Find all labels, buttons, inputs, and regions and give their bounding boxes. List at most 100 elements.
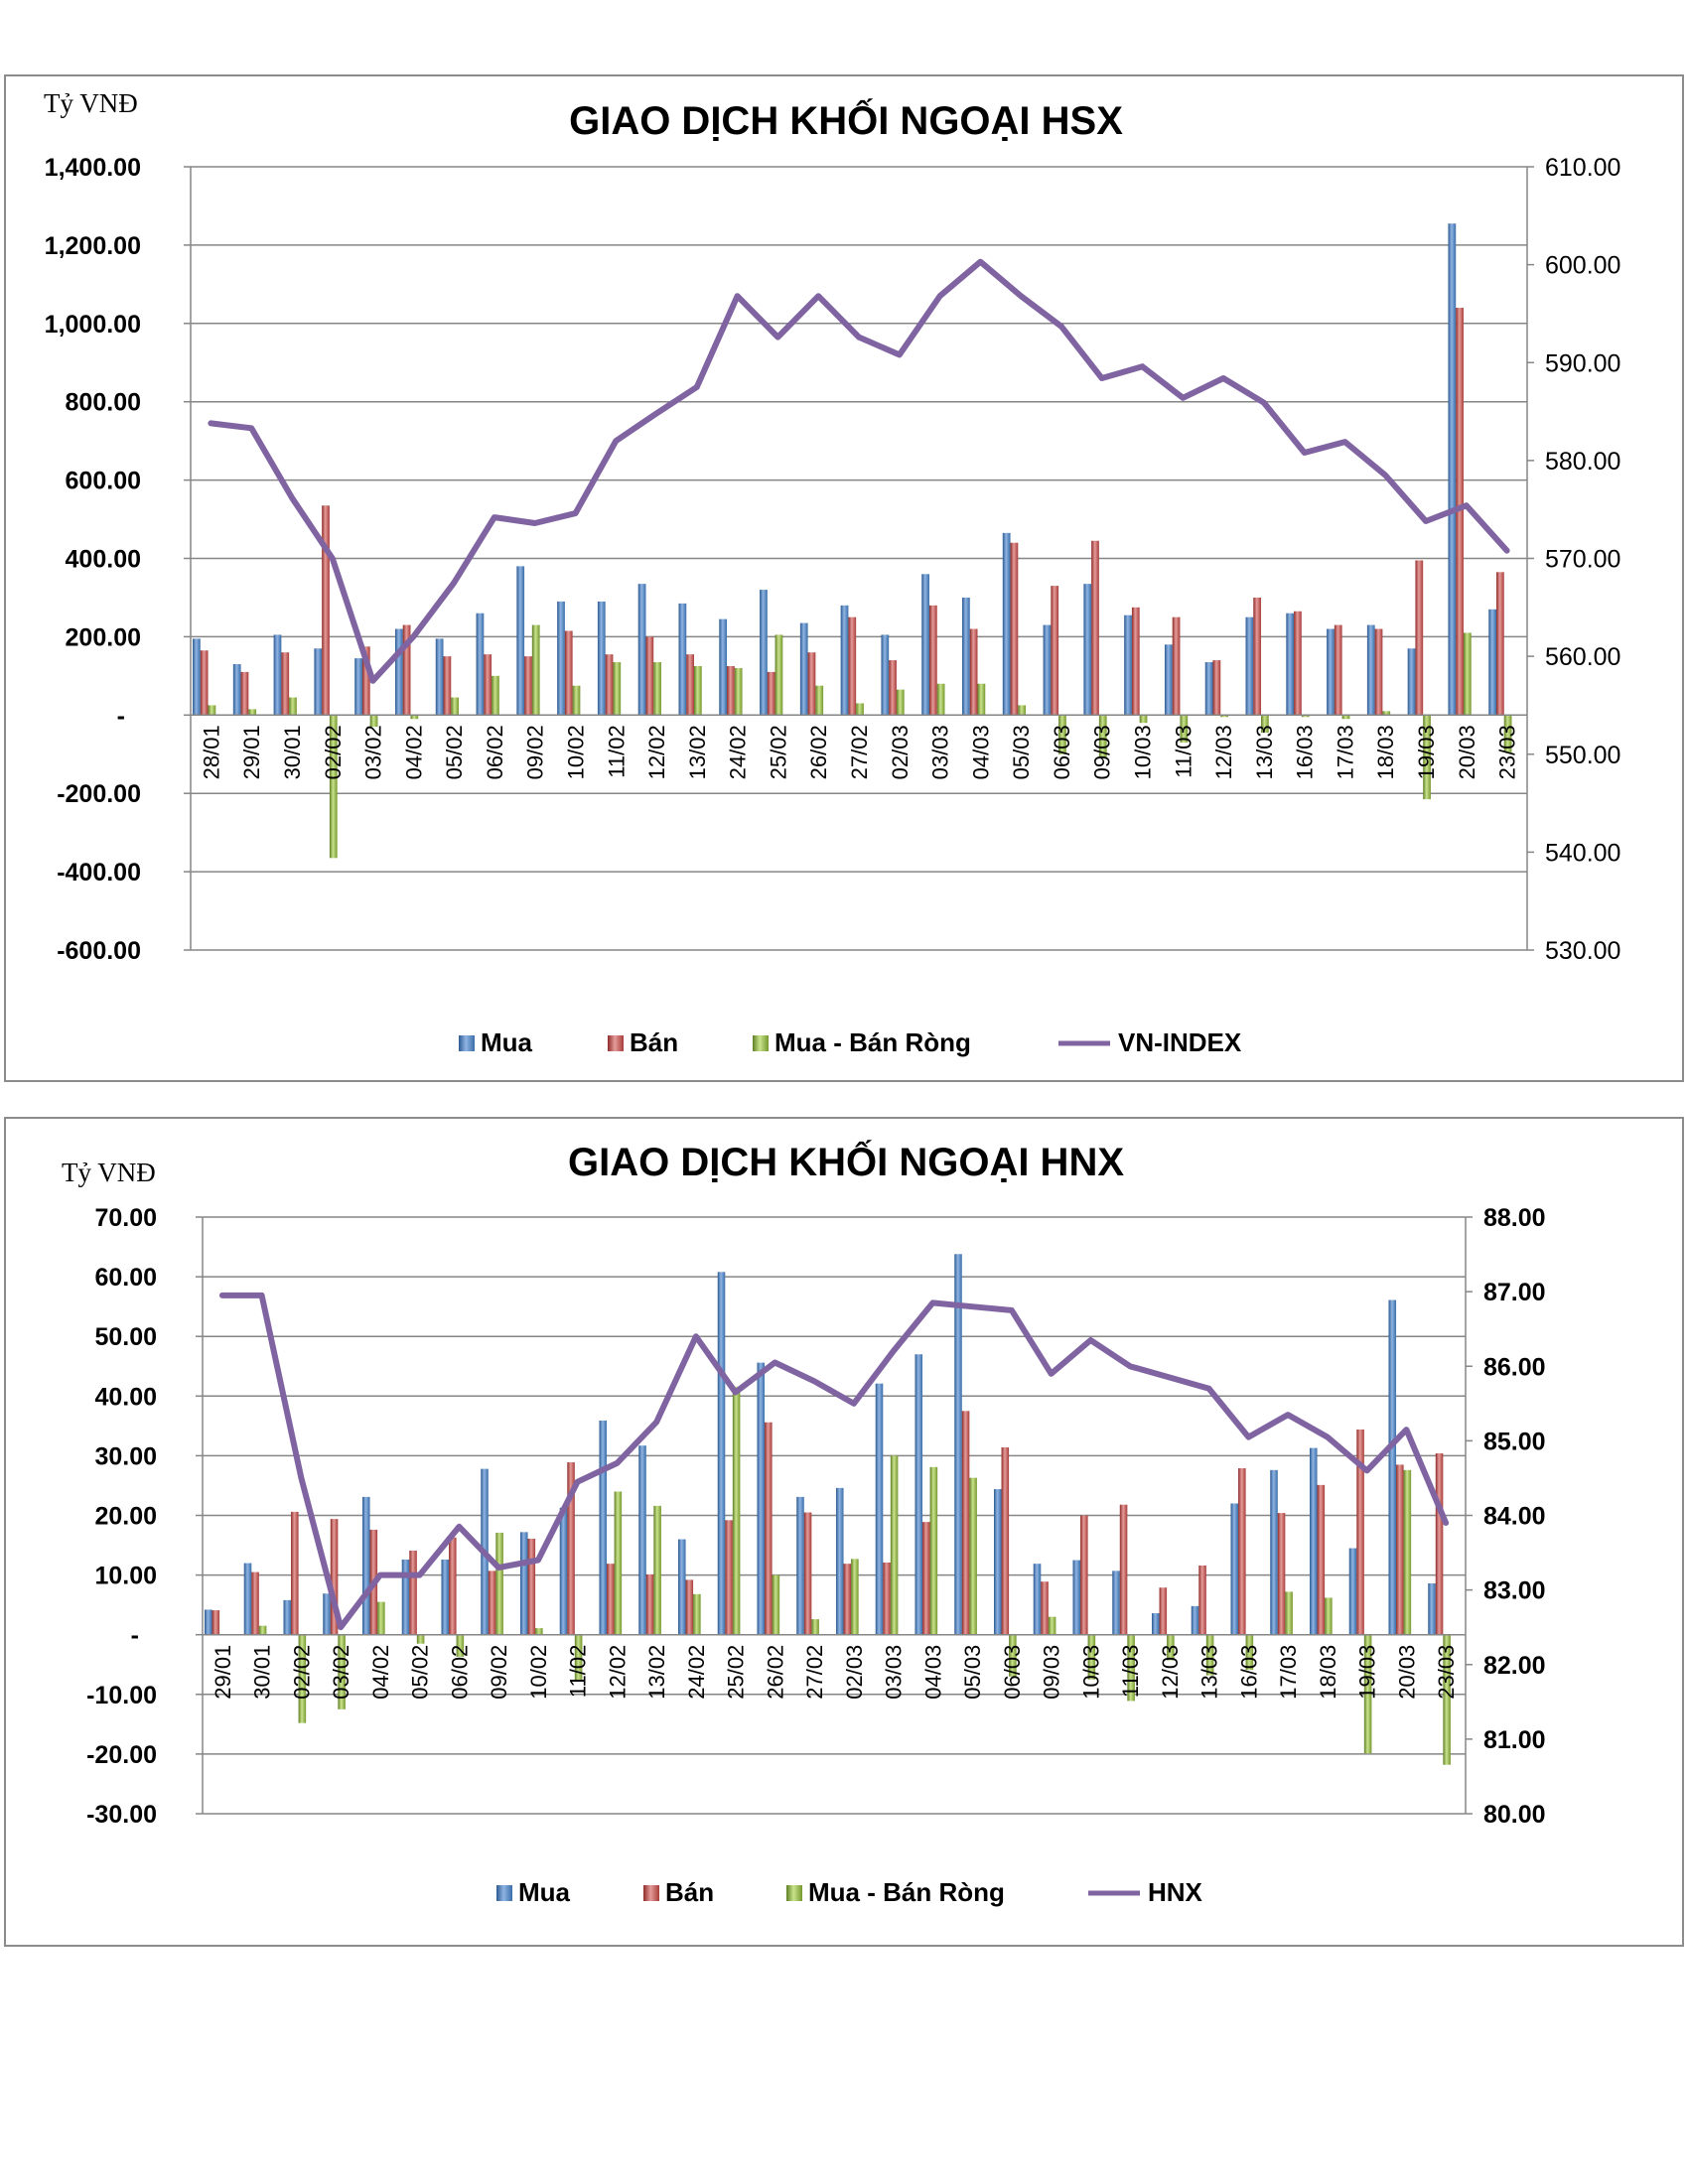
x-tick-label: 09/02 bbox=[523, 725, 548, 779]
x-tick-label: 12/02 bbox=[605, 1645, 630, 1700]
buy-bar bbox=[796, 1496, 804, 1635]
x-tick-label: 13/03 bbox=[1197, 1645, 1222, 1700]
net-bar bbox=[369, 715, 378, 728]
buy-bar bbox=[1033, 1564, 1042, 1635]
buy-bar bbox=[354, 658, 362, 716]
y-tick-label: 1,000.00 bbox=[45, 311, 141, 339]
buy-bar bbox=[760, 590, 768, 716]
buy-bar bbox=[1407, 648, 1416, 716]
y-tick-label: 200.00 bbox=[66, 623, 141, 651]
buy-bar bbox=[1230, 1503, 1239, 1635]
net-bar bbox=[936, 683, 945, 716]
sell-bar bbox=[1091, 540, 1099, 716]
net-bar bbox=[338, 1634, 346, 1709]
legend-swatch bbox=[643, 1885, 659, 1901]
x-tick-label: 29/01 bbox=[211, 1645, 235, 1700]
y2-tick-label: 80.00 bbox=[1483, 1801, 1546, 1829]
y-tick-label: -200.00 bbox=[57, 780, 141, 808]
net-bar bbox=[1009, 1634, 1017, 1677]
buy-bar bbox=[993, 1489, 1002, 1635]
sell-bar bbox=[1294, 611, 1302, 716]
buy-bar bbox=[1488, 609, 1497, 716]
buy-bar bbox=[1204, 662, 1213, 716]
net-bar bbox=[1139, 715, 1148, 724]
x-tick-label: 09/03 bbox=[1090, 725, 1115, 779]
buy-bar bbox=[441, 1559, 450, 1635]
x-tick-label: 13/02 bbox=[644, 1645, 669, 1700]
buy-bar bbox=[599, 1420, 608, 1635]
buy-bar bbox=[1428, 1583, 1436, 1635]
sell-bar bbox=[1238, 1468, 1246, 1635]
legend-swatch bbox=[496, 1885, 512, 1901]
y2-tick-label: 580.00 bbox=[1545, 448, 1620, 476]
sell-bar bbox=[843, 1564, 852, 1635]
sell-bar bbox=[322, 505, 330, 716]
net-bar bbox=[772, 1574, 780, 1635]
x-tick-label: 17/03 bbox=[1276, 1645, 1301, 1700]
net-bar bbox=[531, 624, 540, 716]
sell-bar bbox=[281, 652, 290, 716]
sell-bar bbox=[767, 671, 775, 716]
sell-bar bbox=[1041, 1581, 1049, 1635]
net-bar bbox=[1018, 705, 1027, 716]
sell-bar bbox=[685, 1579, 694, 1635]
x-tick-label: 16/03 bbox=[1236, 1645, 1261, 1700]
x-tick-label: 19/03 bbox=[1355, 1645, 1380, 1700]
sell-bar bbox=[961, 1411, 970, 1635]
y-tick-label: 40.00 bbox=[94, 1383, 157, 1411]
y-tick-label: -30.00 bbox=[86, 1801, 157, 1829]
buy-bar bbox=[1124, 614, 1132, 716]
sell-bar bbox=[443, 656, 452, 716]
legend-label: Bán bbox=[630, 1027, 678, 1057]
x-tick-label: 03/02 bbox=[361, 725, 386, 779]
x-tick-label: 03/03 bbox=[928, 725, 953, 779]
x-tick-label: 03/03 bbox=[882, 1645, 907, 1700]
buy-bar bbox=[243, 1563, 252, 1635]
buy-bar bbox=[232, 664, 241, 716]
x-tick-label: 02/03 bbox=[888, 725, 913, 779]
sell-bar bbox=[200, 650, 209, 716]
y-tick-label: - bbox=[131, 1622, 139, 1650]
x-tick-label: 06/03 bbox=[1000, 1645, 1025, 1700]
net-bar bbox=[1463, 632, 1472, 716]
net-bar bbox=[1423, 715, 1431, 800]
net-bar bbox=[1205, 1634, 1214, 1676]
net-bar bbox=[1098, 715, 1107, 758]
sell-bar bbox=[1119, 1504, 1128, 1635]
buy-bar bbox=[1388, 1299, 1397, 1635]
buy-bar bbox=[921, 574, 929, 716]
net-bar bbox=[614, 1491, 623, 1635]
sell-bar bbox=[1253, 597, 1262, 716]
y2-tick-label: 87.00 bbox=[1483, 1279, 1546, 1306]
net-bar bbox=[1220, 715, 1228, 718]
buy-bar bbox=[1270, 1469, 1278, 1635]
buy-bar bbox=[875, 1383, 884, 1635]
sell-bar bbox=[524, 656, 532, 716]
x-tick-label: 30/01 bbox=[280, 725, 305, 779]
net-bar bbox=[574, 1634, 583, 1681]
buy-bar bbox=[559, 1507, 568, 1635]
x-tick-label: 04/03 bbox=[968, 725, 993, 779]
x-tick-label: 28/01 bbox=[199, 725, 223, 779]
buy-bar bbox=[1245, 616, 1254, 716]
sell-bar bbox=[645, 636, 654, 716]
net-bar bbox=[653, 662, 661, 716]
y-tick-label: 20.00 bbox=[94, 1503, 157, 1531]
y2-tick-label: 84.00 bbox=[1483, 1503, 1546, 1531]
net-bar bbox=[890, 1455, 899, 1635]
net-bar bbox=[208, 705, 216, 716]
net-bar bbox=[815, 685, 824, 716]
x-tick-label: 06/03 bbox=[1050, 725, 1074, 779]
x-tick-label: 25/02 bbox=[724, 1645, 749, 1700]
sell-bar bbox=[488, 1570, 496, 1635]
sell-bar bbox=[1080, 1515, 1088, 1635]
x-tick-label: 11/03 bbox=[1171, 725, 1196, 777]
sell-bar bbox=[409, 1550, 417, 1635]
net-bar bbox=[1382, 711, 1391, 716]
net-bar bbox=[416, 1634, 425, 1644]
y-tick-label: 1,400.00 bbox=[45, 154, 141, 182]
x-tick-label: 17/03 bbox=[1333, 725, 1357, 779]
x-tick-label: 29/01 bbox=[239, 725, 264, 779]
buy-bar bbox=[637, 584, 646, 716]
x-tick-label: 02/02 bbox=[289, 1645, 314, 1700]
